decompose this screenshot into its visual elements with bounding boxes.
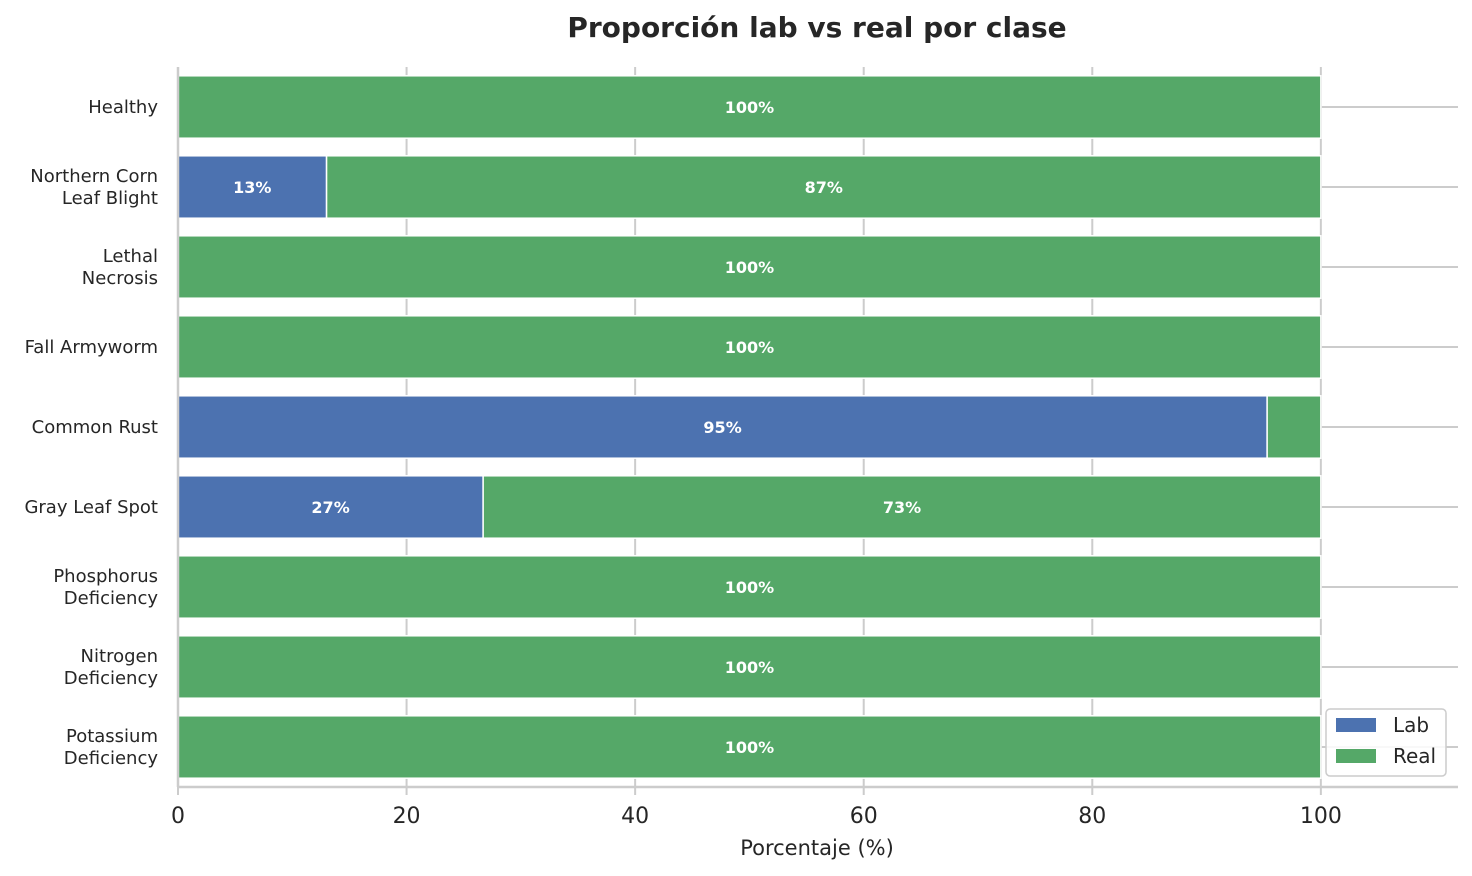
- bar-real: [177, 715, 1322, 779]
- bar-real: [177, 235, 1322, 299]
- bar-real: [177, 635, 1322, 699]
- category-label: Gray Leaf Spot: [24, 497, 158, 518]
- category-label: Lethal: [103, 246, 158, 267]
- category-label: Phosphorus: [53, 566, 158, 587]
- bar-value-label: 100%: [725, 258, 774, 277]
- x-tick-label: 0: [171, 804, 185, 829]
- category-label: Deficiency: [64, 588, 159, 609]
- bar-lab: [177, 475, 484, 539]
- bar-value-label: 13%: [233, 178, 271, 197]
- bar-value-label: 95%: [703, 418, 741, 437]
- bar-value-label: 100%: [725, 98, 774, 117]
- legend: Lab Real: [1325, 708, 1447, 777]
- x-tick-label: 80: [1078, 804, 1106, 829]
- category-label: Necrosis: [82, 268, 158, 289]
- bar-value-label: 27%: [311, 498, 349, 517]
- legend-label-lab: Lab: [1393, 713, 1429, 737]
- category-label: Northern Corn: [30, 166, 158, 187]
- x-tick-label: 60: [850, 804, 878, 829]
- category-label: Potassium: [66, 726, 158, 747]
- bar-value-label: 73%: [883, 498, 921, 517]
- category-label: Common Rust: [32, 417, 158, 438]
- bar-real: [482, 475, 1322, 539]
- x-axis-label: Porcentaje (%): [740, 836, 894, 860]
- x-tick-label: 40: [621, 804, 649, 829]
- legend-label-real: Real: [1393, 744, 1436, 768]
- bar-value-label: 100%: [725, 658, 774, 677]
- category-label: Deficiency: [64, 748, 159, 769]
- category-label: Fall Armyworm: [25, 337, 158, 358]
- category-label: Nitrogen: [81, 646, 158, 667]
- bar-value-label: 87%: [805, 178, 843, 197]
- legend-swatch-real: [1336, 749, 1376, 763]
- axes: [176, 67, 1458, 795]
- legend-swatch-lab: [1336, 718, 1376, 732]
- bar-value-label: 100%: [725, 338, 774, 357]
- x-tick-labels: 0 20 40 60 80 100: [171, 804, 1342, 829]
- bar-real: [1266, 395, 1322, 459]
- bar-value-label: 100%: [725, 738, 774, 757]
- bar-real: [325, 155, 1322, 219]
- bar-real: [177, 315, 1322, 379]
- bar-lab: [177, 395, 1268, 459]
- bar-value-label: 100%: [725, 578, 774, 597]
- category-label: Leaf Blight: [62, 188, 158, 209]
- x-tick-label: 20: [393, 804, 421, 829]
- category-label: Healthy: [88, 97, 158, 118]
- category-label: Deficiency: [64, 668, 159, 689]
- bar-real: [177, 555, 1322, 619]
- x-tick-label: 100: [1300, 804, 1342, 829]
- chart-title: Proporción lab vs real por clase: [567, 11, 1066, 44]
- bars: 100% 13% 87% 100% 100% 95% 27% 73% 100% 100% 100%: [177, 75, 1322, 779]
